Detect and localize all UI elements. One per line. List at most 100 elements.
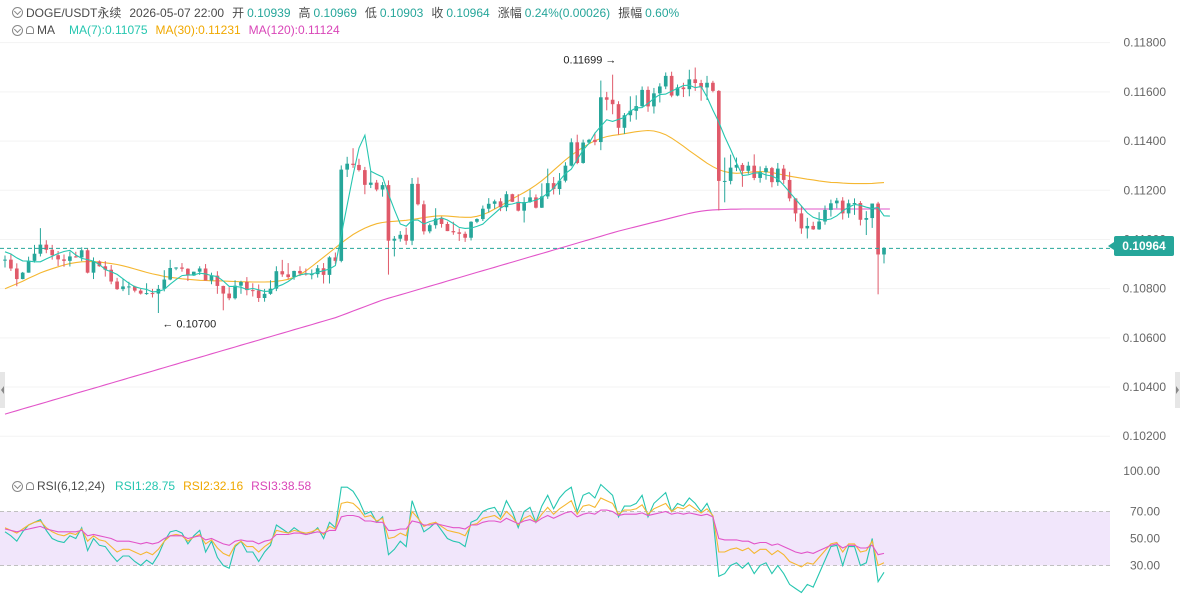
candle bbox=[44, 240, 49, 254]
candle-body bbox=[280, 271, 285, 275]
collapse-chevron-icon[interactable] bbox=[12, 7, 23, 18]
candle-body bbox=[610, 99, 615, 105]
candle bbox=[475, 218, 479, 224]
candle-body bbox=[422, 204, 426, 232]
rsi-alert-bell-icon[interactable] bbox=[26, 482, 34, 490]
candle bbox=[870, 203, 875, 228]
candle-body bbox=[510, 194, 515, 202]
ma-collapse-chevron-icon[interactable] bbox=[12, 24, 23, 36]
candle-body bbox=[32, 253, 37, 261]
candle bbox=[469, 221, 473, 241]
candle-body bbox=[870, 203, 875, 219]
price-tick-label: 0.10400 bbox=[1123, 380, 1167, 394]
candle bbox=[522, 197, 526, 223]
candle-body bbox=[150, 293, 155, 295]
candle-body bbox=[433, 218, 438, 226]
rsi-tick-label: 100.00 bbox=[1123, 464, 1160, 478]
candle-body bbox=[616, 104, 621, 128]
candle bbox=[758, 166, 762, 183]
candle-body bbox=[221, 285, 226, 294]
candle bbox=[799, 205, 804, 234]
ma-label[interactable]: MA bbox=[37, 23, 55, 37]
candle-body bbox=[44, 244, 49, 250]
candle-body bbox=[669, 75, 674, 96]
candle-body bbox=[522, 202, 526, 211]
right-scroll-handle[interactable] bbox=[1175, 372, 1180, 408]
candle-body bbox=[68, 256, 72, 261]
candle-body bbox=[26, 260, 31, 273]
candle bbox=[593, 132, 597, 146]
candle-body bbox=[681, 87, 686, 90]
candle bbox=[764, 165, 768, 180]
high-annotation: 0.11699 → bbox=[563, 55, 616, 67]
price-axis[interactable]: 0.118000.116000.114000.112000.110000.108… bbox=[1123, 36, 1167, 444]
candle-body bbox=[109, 269, 114, 282]
candle-body bbox=[256, 290, 261, 299]
candle-body bbox=[716, 90, 721, 181]
candle bbox=[663, 72, 668, 90]
candle-body bbox=[138, 290, 143, 294]
candle-body bbox=[864, 218, 869, 220]
high-value: 0.10969 bbox=[313, 5, 357, 20]
candle bbox=[551, 176, 556, 195]
rsi-collapse-chevron-icon[interactable] bbox=[12, 480, 23, 492]
left-scroll-handle[interactable] bbox=[0, 372, 5, 408]
candle-body bbox=[233, 285, 237, 299]
candle-body bbox=[3, 259, 7, 261]
candle-body bbox=[14, 268, 19, 280]
candle-body bbox=[186, 268, 190, 276]
candle bbox=[380, 182, 385, 197]
candle bbox=[445, 221, 450, 232]
candle bbox=[280, 259, 285, 277]
candle-body bbox=[368, 182, 373, 185]
candle-body bbox=[132, 286, 137, 291]
candle-body bbox=[475, 219, 479, 222]
rsi-axis[interactable]: 100.00 70.00 50.00 30.00 bbox=[1123, 464, 1160, 573]
candle-body bbox=[56, 255, 60, 260]
candle bbox=[9, 253, 13, 271]
candle-body bbox=[876, 203, 880, 255]
candle-body bbox=[91, 261, 96, 273]
rsi-label[interactable]: RSI(6,12,24) bbox=[37, 479, 106, 493]
price-tick-label: 0.10600 bbox=[1123, 331, 1167, 345]
candle-body bbox=[551, 183, 556, 190]
rsi-tick-label: 50.00 bbox=[1130, 532, 1160, 546]
candle bbox=[716, 90, 721, 211]
candle bbox=[32, 244, 37, 263]
candle-body bbox=[811, 225, 816, 230]
candle-body bbox=[504, 194, 509, 208]
candle-body bbox=[73, 256, 78, 258]
candle-body bbox=[775, 168, 780, 183]
candle-body bbox=[823, 209, 827, 222]
low-label: 低 bbox=[364, 6, 377, 20]
high-label: 高 bbox=[298, 6, 311, 20]
candle-body bbox=[298, 270, 302, 274]
candle bbox=[351, 148, 355, 168]
candle-body bbox=[604, 97, 609, 100]
candle-body bbox=[127, 286, 131, 288]
candle bbox=[604, 91, 609, 111]
symbol-label: DOGE/USDT永续 bbox=[26, 6, 122, 20]
open-value: 0.10939 bbox=[247, 5, 291, 20]
candle-body bbox=[274, 271, 279, 289]
candle-body bbox=[121, 286, 125, 290]
candle bbox=[221, 285, 226, 311]
candle bbox=[640, 86, 644, 108]
candle-body bbox=[351, 163, 355, 165]
candle bbox=[250, 283, 255, 297]
candle-body bbox=[829, 203, 833, 210]
ma120-legend: MA(120):0.11124 bbox=[248, 23, 340, 37]
ohlc-header: DOGE/USDT永续 2026-05-07 22:00 开 0.10939 高… bbox=[12, 4, 682, 21]
candle bbox=[292, 270, 296, 280]
rsi-tick-label: 70.00 bbox=[1130, 505, 1160, 519]
candle-body bbox=[209, 275, 214, 281]
candle-body bbox=[227, 293, 232, 299]
candle bbox=[138, 288, 143, 295]
candle-body bbox=[103, 266, 108, 270]
candle bbox=[882, 247, 886, 264]
alert-bell-icon[interactable] bbox=[26, 26, 34, 34]
candle bbox=[363, 166, 367, 195]
candle bbox=[616, 101, 621, 135]
candle bbox=[439, 216, 444, 228]
